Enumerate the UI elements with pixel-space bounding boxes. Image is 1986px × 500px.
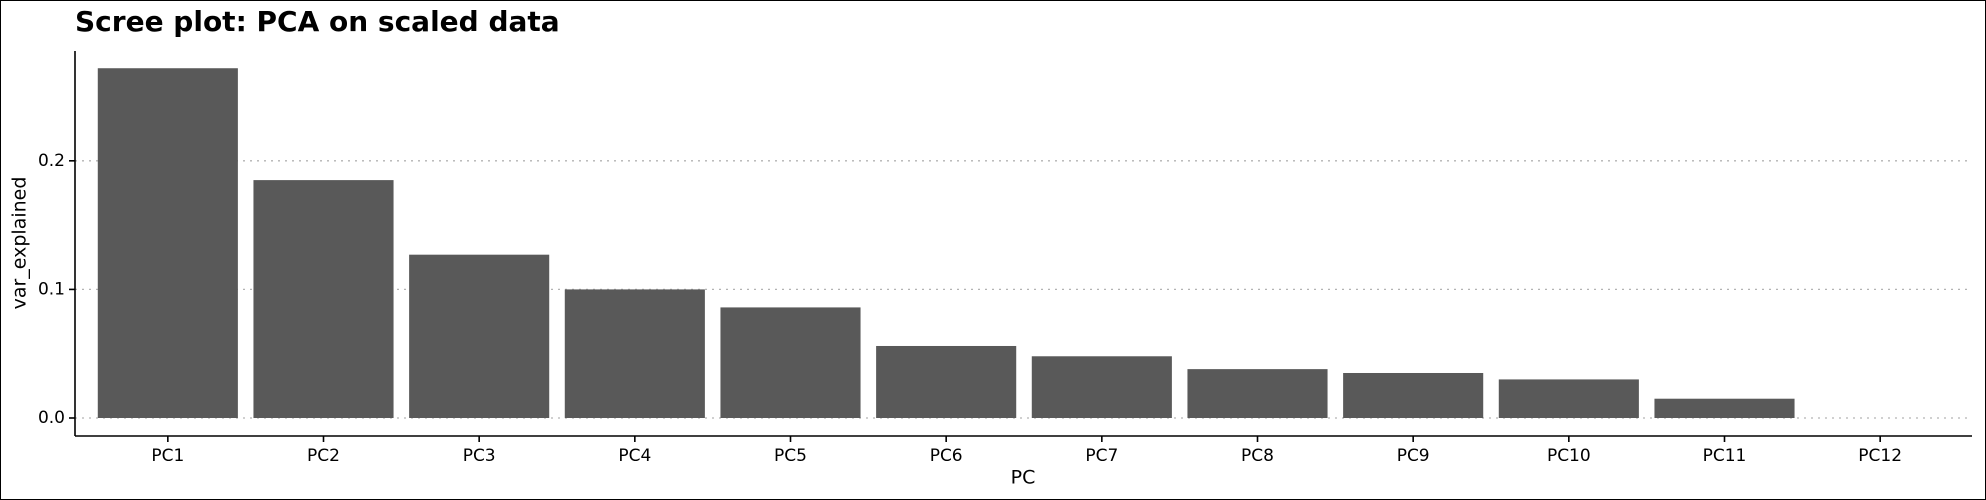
- bar: [720, 307, 861, 418]
- bar: [1654, 398, 1795, 418]
- x-tick-label: PC4: [618, 446, 651, 466]
- x-tick-label: PC12: [1858, 446, 1902, 466]
- x-tick-label: PC6: [930, 446, 963, 466]
- bar: [1031, 356, 1172, 418]
- x-tick-label: PC9: [1397, 446, 1430, 466]
- x-tick-label: PC10: [1547, 446, 1591, 466]
- bar: [876, 345, 1017, 418]
- bar: [253, 180, 394, 418]
- y-tick-label: 0.1: [38, 279, 65, 299]
- y-tick-label: 0.2: [38, 151, 65, 171]
- y-tick-label: 0.0: [38, 408, 65, 428]
- x-axis-title: PC: [1011, 467, 1036, 489]
- x-tick-label: PC8: [1241, 446, 1274, 466]
- bar: [409, 254, 550, 418]
- x-tick-label: PC3: [463, 446, 496, 466]
- bar: [1498, 379, 1639, 418]
- bar: [1343, 372, 1484, 418]
- x-tick-label: PC2: [307, 446, 340, 466]
- x-tick-label: PC5: [774, 446, 807, 466]
- bar: [1187, 369, 1328, 418]
- x-tick-label: PC7: [1085, 446, 1118, 466]
- bar: [564, 289, 705, 418]
- chart-title: Scree plot: PCA on scaled data: [75, 5, 560, 38]
- y-axis-title: var_explained: [9, 177, 31, 310]
- x-tick-label: PC1: [151, 446, 184, 466]
- x-tick-label: PC11: [1703, 446, 1747, 466]
- bar: [97, 68, 238, 418]
